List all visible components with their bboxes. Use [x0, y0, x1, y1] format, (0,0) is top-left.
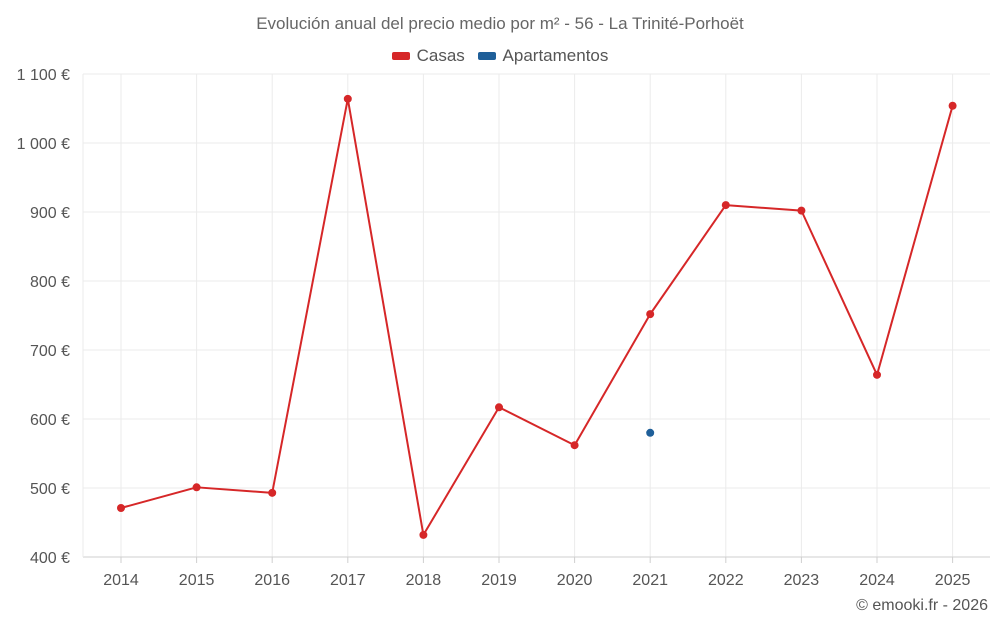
x-tick-label: 2017	[330, 572, 366, 589]
y-tick-label: 900 €	[30, 205, 70, 222]
data-point-casas[interactable]	[192, 483, 201, 492]
y-tick-label: 400 €	[30, 550, 70, 567]
legend-label-casas: Casas	[416, 46, 465, 65]
x-tick-label: 2019	[481, 572, 517, 589]
y-tick-label: 800 €	[30, 274, 70, 291]
y-tick-label: 500 €	[30, 481, 70, 498]
credit-text: © emooki.fr - 2026	[856, 597, 988, 614]
data-point-apartamentos[interactable]	[646, 428, 655, 437]
x-tick-label: 2018	[406, 572, 442, 589]
data-point-casas[interactable]	[268, 488, 277, 497]
legend-swatch-casas	[391, 52, 410, 60]
axes: 400 € 500 € 600 € 700 € 800 € 900 € 1 000 € 1 1…	[17, 67, 990, 589]
data-point-casas[interactable]	[797, 206, 806, 215]
y-tick-label: 700 €	[30, 343, 70, 360]
x-tick-label: 2024	[859, 572, 895, 589]
data-point-casas[interactable]	[570, 441, 579, 450]
data-point-casas[interactable]	[646, 310, 655, 319]
x-tick-label: 2023	[784, 572, 820, 589]
chart-title: Evolución anual del precio medio por m² …	[256, 14, 744, 33]
x-tick-label: 2016	[254, 572, 290, 589]
data-point-casas[interactable]	[495, 403, 503, 412]
x-tick-label: 2022	[708, 572, 744, 589]
data-point-casas[interactable]	[117, 504, 125, 513]
data-point-casas[interactable]	[948, 101, 957, 110]
series-line-casas	[120, 97, 954, 536]
legend: Casas Apartamentos	[0, 45, 1000, 66]
legend-item-apartamentos[interactable]: Apartamentos	[477, 46, 609, 66]
data-point-casas[interactable]	[721, 201, 730, 210]
y-tick-label: 1 000 €	[17, 136, 70, 153]
legend-label-apartamentos: Apartamentos	[502, 46, 609, 65]
data-point-casas[interactable]	[343, 94, 352, 103]
data-point-casas[interactable]	[419, 530, 428, 539]
x-tick-label: 2020	[557, 572, 593, 589]
x-tick-label: 2021	[632, 572, 668, 589]
x-tick-label: 2014	[103, 572, 139, 589]
legend-swatch-apartamentos	[477, 52, 496, 60]
legend-item-casas[interactable]: Casas	[391, 46, 465, 66]
series	[117, 94, 957, 539]
y-tick-label: 1 100 €	[17, 67, 70, 84]
x-tick-label: 2015	[179, 572, 215, 589]
data-point-casas[interactable]	[873, 370, 881, 379]
grid	[83, 73, 990, 558]
y-tick-label: 600 €	[30, 412, 70, 429]
x-tick-label: 2025	[935, 572, 971, 589]
